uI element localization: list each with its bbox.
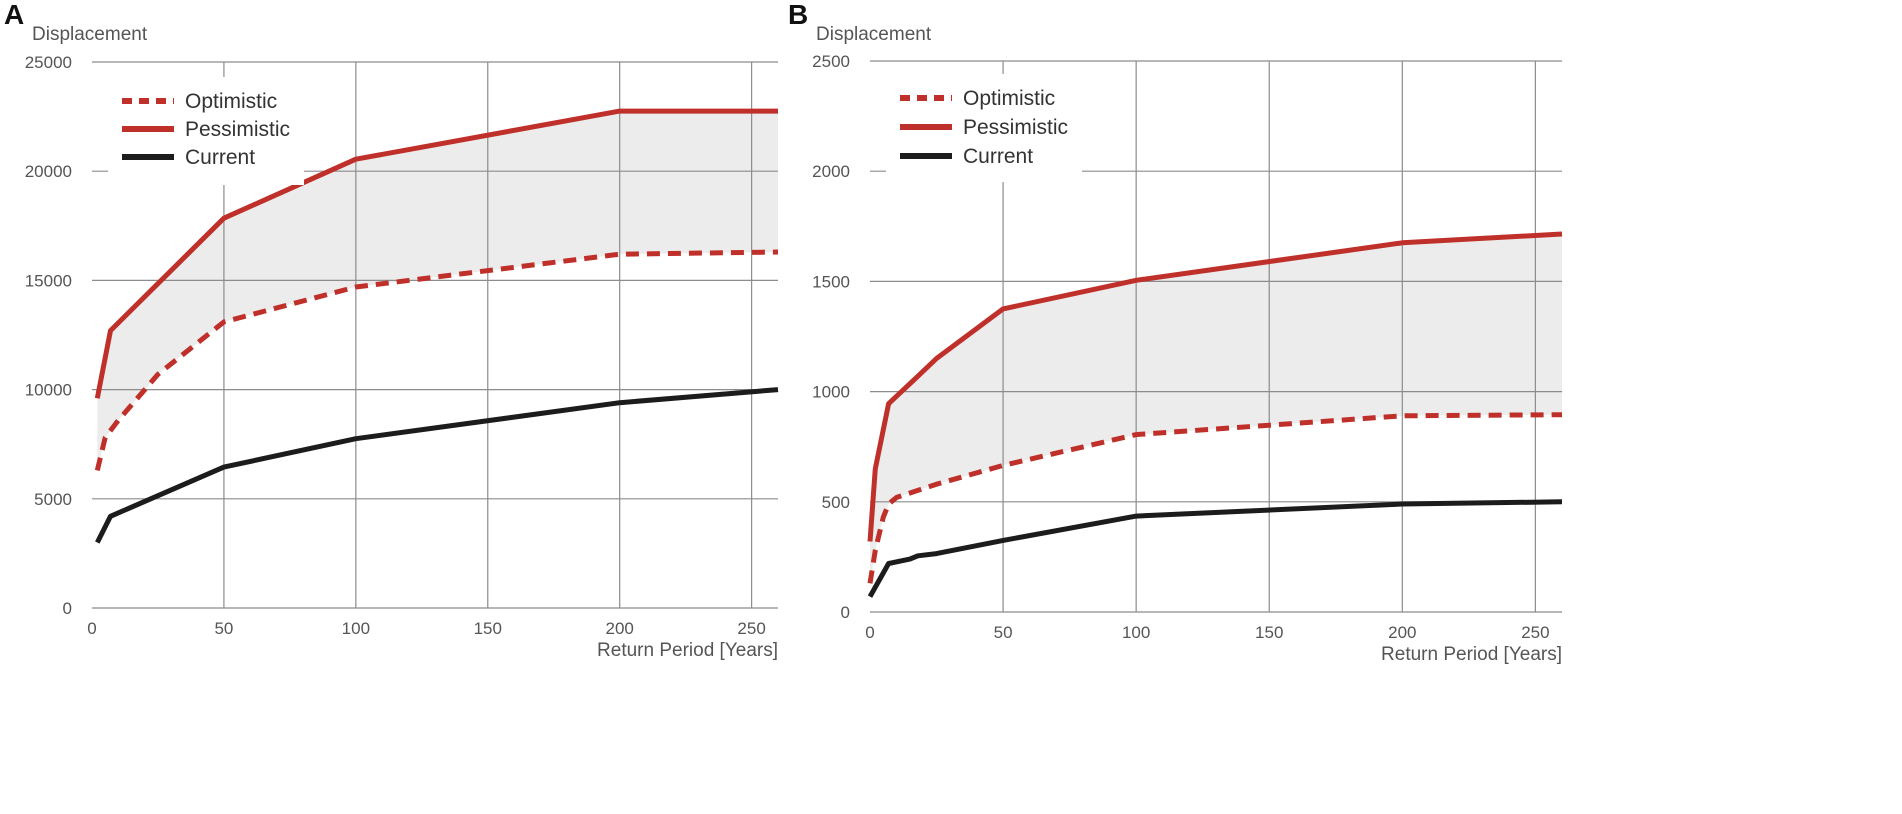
x-tick-label: 50 [214, 619, 233, 638]
legend-label-current: Current [185, 146, 255, 169]
series-pessimistic-line [94, 108, 778, 399]
y-tick-label: 2000 [812, 162, 850, 181]
legend-label-current: Current [963, 145, 1033, 168]
series-optimistic-line [94, 249, 779, 471]
legend-label-optimistic: Optimistic [185, 90, 277, 113]
y-tick-label: 20000 [25, 162, 72, 181]
x-axis-title: Return Period [Years] [597, 640, 778, 661]
y-tick-label: 0 [63, 599, 72, 618]
legend: Optimistic Pessimistic Current [108, 77, 304, 185]
panel-b: 0 500 1000 1500 2000 2500 0 50 100 150 200 250 Displ… [778, 0, 1729, 814]
y-tick-label: 0 [841, 603, 850, 622]
x-tick-label: 200 [606, 619, 634, 638]
series-pessimistic-line [867, 231, 1563, 542]
panel-a: 0 5000 10000 15000 20000 25000 0 50 100 150 200 250… [4, 0, 779, 661]
x-tick-label: 150 [1255, 623, 1283, 642]
x-tick-label: 0 [87, 619, 96, 638]
x-tick-label: 50 [994, 623, 1013, 642]
series-current-line [95, 387, 779, 544]
panel-letter: A [4, 0, 24, 30]
x-tick-label: 250 [737, 619, 765, 638]
legend-label-pessimistic: Pessimistic [185, 118, 290, 141]
chart-b: 0 500 1000 1500 2000 2500 0 50 100 150 200 250 Displ… [788, 0, 1563, 665]
y-axis-title: Displacement [816, 24, 932, 45]
y-tick-label: 500 [822, 493, 850, 512]
y-tick-label: 25000 [25, 53, 72, 72]
x-tick-label: 0 [865, 623, 874, 642]
y-tick-label: 15000 [25, 271, 72, 290]
x-tick-label: 200 [1388, 623, 1416, 642]
legend: Optimistic Pessimistic Current [886, 74, 1082, 182]
band-b [870, 234, 1562, 584]
series-optimistic-line [867, 412, 1563, 584]
x-tick-label: 100 [1122, 623, 1150, 642]
x-tick-label: 100 [342, 619, 370, 638]
y-tick-label: 1500 [812, 272, 850, 291]
x-axis-title: Return Period [Years] [1381, 644, 1562, 665]
x-tick-label: 150 [474, 619, 502, 638]
y-axis-title: Displacement [32, 24, 148, 45]
y-tick-label: 10000 [25, 381, 72, 400]
y-tick-label: 5000 [34, 490, 72, 509]
chart-a: 0 5000 10000 15000 20000 25000 0 50 100 150 200 250… [4, 0, 779, 661]
y-tick-label: 1000 [812, 383, 850, 402]
x-tick-label: 250 [1521, 623, 1549, 642]
panel-letter: B [788, 0, 808, 30]
legend-label-optimistic: Optimistic [963, 87, 1055, 110]
series-current-line [867, 499, 1563, 598]
y-tick-label: 2500 [812, 52, 850, 71]
legend-label-pessimistic: Pessimistic [963, 116, 1068, 139]
